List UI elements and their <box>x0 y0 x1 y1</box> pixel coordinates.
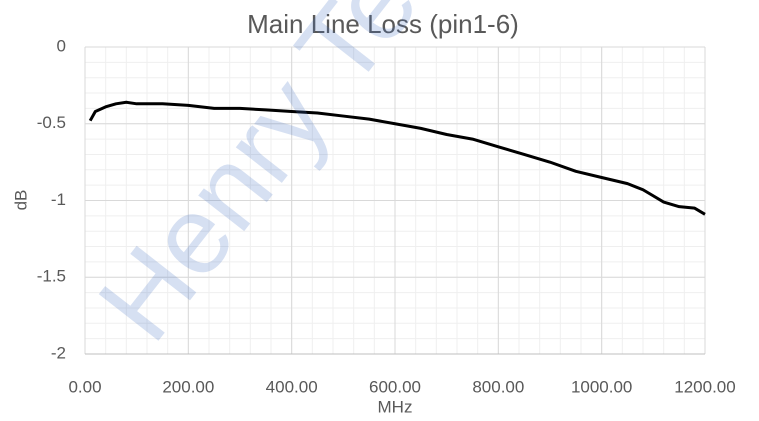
y-tick-label: -0.5 <box>37 113 66 132</box>
x-tick-label: 1000.00 <box>571 377 632 396</box>
y-axis-label: dB <box>11 190 30 211</box>
x-tick-label: 400.00 <box>266 377 318 396</box>
chart-title: Main Line Loss (pin1-6) <box>247 9 519 39</box>
y-tick-label: -1.5 <box>37 267 66 286</box>
data-line <box>88 100 706 216</box>
x-tick-label: 800.00 <box>472 377 524 396</box>
x-tick-label: 0.00 <box>68 377 101 396</box>
x-tick-label: 600.00 <box>369 377 421 396</box>
y-tick-label: 0 <box>57 36 66 55</box>
x-axis-label: MHz <box>378 397 413 416</box>
x-tick-label: 1200.00 <box>674 377 735 396</box>
x-tick-label: 200.00 <box>162 377 214 396</box>
y-tick-label: -1 <box>51 190 66 209</box>
y-tick-label: -2 <box>51 343 66 362</box>
